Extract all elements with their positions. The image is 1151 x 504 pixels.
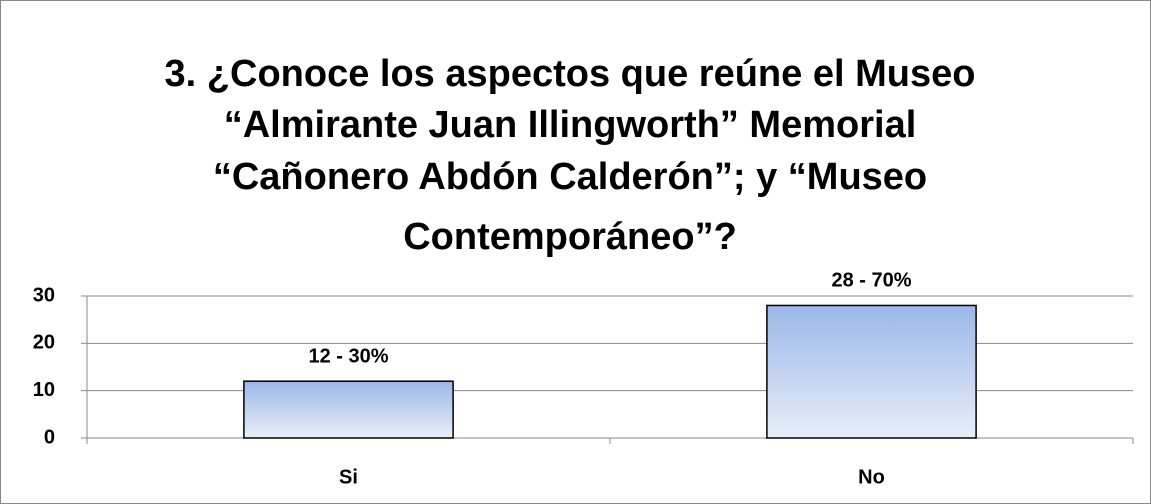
chart-title: Contemporáneo”? <box>403 216 737 258</box>
chart-title: “Almirante Juan Illingworth” Memorial <box>224 104 917 146</box>
data-label: 28 - 70% <box>831 270 911 292</box>
chart-title: “Cañonero Abdón Calderón”; y “Museo <box>213 156 927 198</box>
data-label: 12 - 30% <box>308 345 388 367</box>
bar <box>766 304 977 439</box>
y-tick-label: 30 <box>33 284 55 306</box>
y-tick-label: 0 <box>44 426 55 448</box>
x-tick-label: No <box>858 466 885 488</box>
y-tick-label: 10 <box>33 379 55 401</box>
chart-title: 3. ¿Conoce los aspectos que reúne el Mus… <box>165 53 976 95</box>
y-tick-label: 20 <box>33 332 55 354</box>
bar <box>243 380 454 439</box>
x-tick-label: Si <box>339 466 358 488</box>
